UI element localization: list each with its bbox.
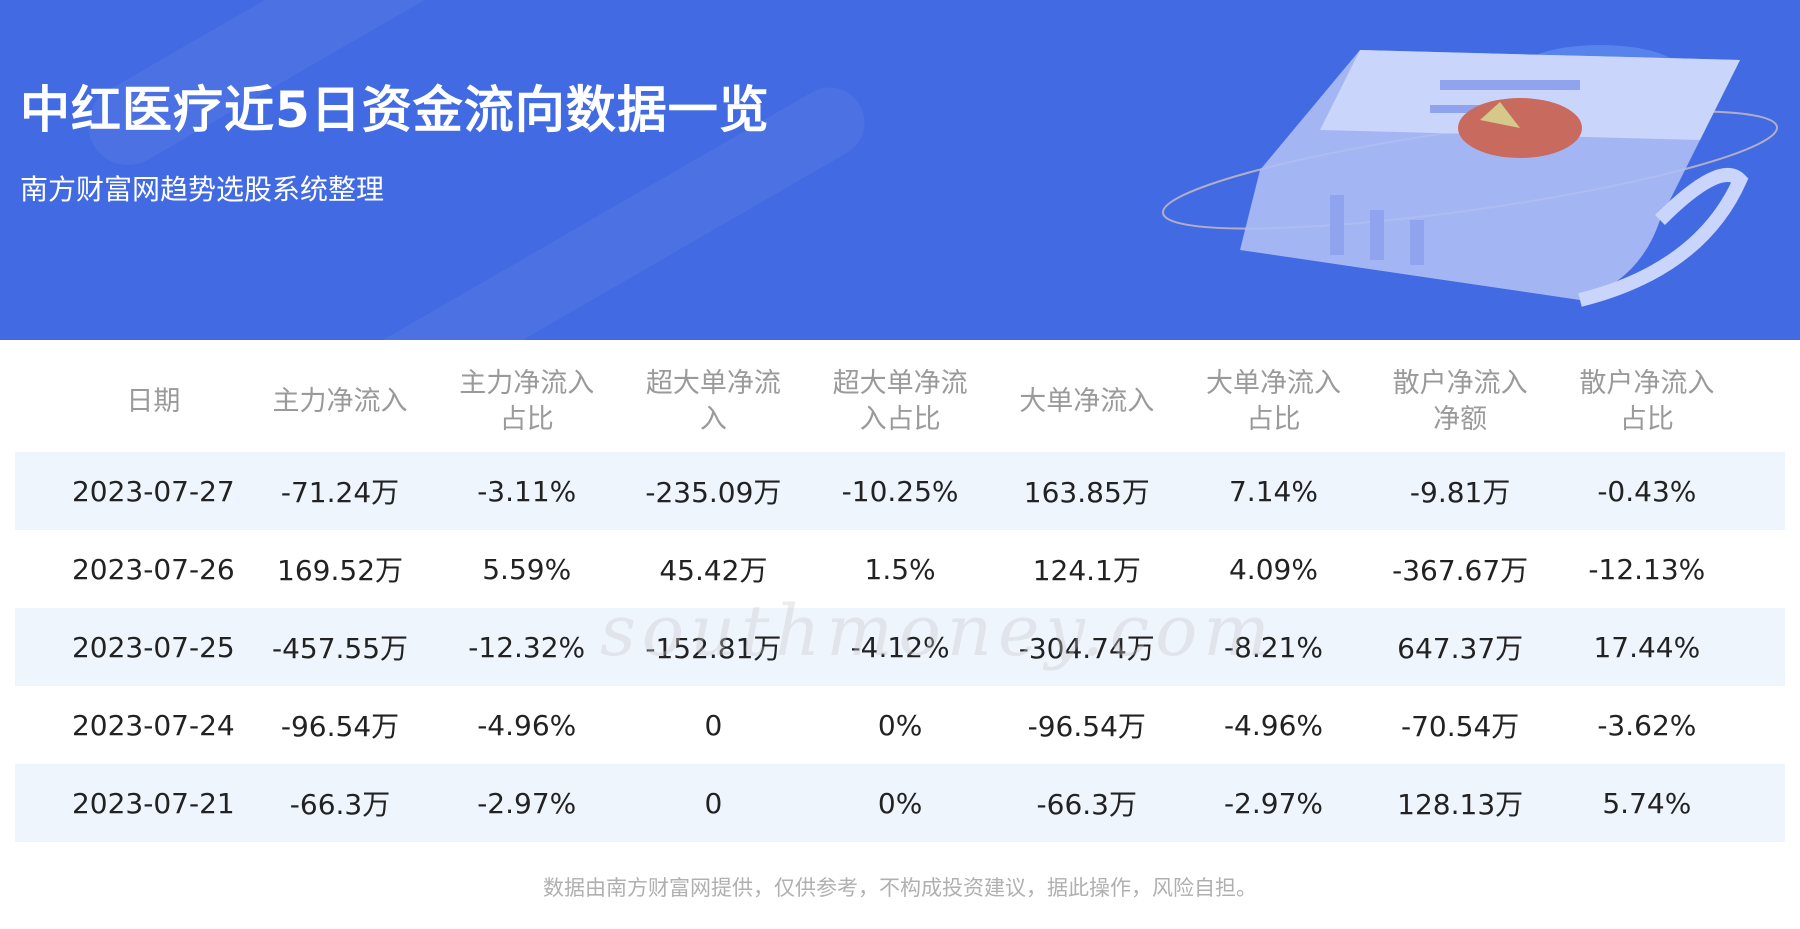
table-cell: 0	[704, 786, 723, 820]
table-cell: 124.1万	[1032, 554, 1141, 587]
table-cell: -3.11%	[477, 474, 577, 508]
table-cell: -2.97%	[477, 786, 577, 820]
column-header: 日期	[126, 386, 181, 417]
table-cell: -235.09万	[645, 476, 782, 509]
table-cell: -96.54万	[1027, 710, 1146, 743]
table-cell: 128.13万	[1397, 788, 1524, 821]
table-cell: 2023-07-25	[71, 630, 235, 664]
table-cell: 1.5%	[864, 552, 936, 586]
table-row: 2023-07-24 -96.54万 -4.96% 0 0% -96.54万 -4.96% -…	[15, 686, 1785, 764]
page-subtitle: 南方财富网趋势选股系统整理	[20, 173, 385, 206]
table-cell: -71.24万	[280, 476, 400, 509]
column-header: 主力净流入占比	[459, 368, 595, 435]
table-cell: -2.97%	[1223, 786, 1323, 820]
table-cell: -4.96%	[1223, 708, 1323, 742]
table-cell: -12.13%	[1588, 552, 1706, 586]
table-cell: -152.81万	[645, 632, 782, 665]
table-cell: 4.09%	[1228, 552, 1318, 586]
table-cell: -10.25%	[841, 474, 959, 508]
table-cell: -0.43%	[1597, 474, 1697, 508]
fund-flow-table: 日期 主力净流入 主力净流入占比 超大单净流入 超大单净流入占比 大单净流入 大…	[15, 352, 1785, 842]
table-cell: -304.74万	[1018, 632, 1155, 665]
header-banner: 中红医疗近5日资金流向数据一览 南方财富网趋势选股系统整理	[0, 0, 1800, 340]
table-cell: -12.32%	[468, 630, 586, 664]
column-header: 散户净流入净额	[1392, 368, 1528, 435]
table-cell: 2023-07-26	[71, 552, 235, 586]
table-cell: 169.52万	[277, 554, 404, 587]
table-cell: 2023-07-27	[71, 474, 235, 508]
table-cell: 7.14%	[1228, 474, 1318, 508]
column-header: 超大单净流入占比	[832, 368, 968, 435]
table-row: 2023-07-27 -71.24万 -3.11% -235.09万 -10.25% 16…	[15, 452, 1785, 530]
table-cell: 5.74%	[1602, 786, 1692, 820]
table-cell: 2023-07-24	[71, 708, 235, 742]
report-illustration-icon	[1161, 45, 1779, 307]
column-header: 大单净流入	[1019, 386, 1155, 417]
column-header: 超大单净流入	[645, 368, 781, 435]
page-title: 中红医疗近5日资金流向数据一览	[20, 81, 770, 139]
table-cell: -367.67万	[1392, 554, 1529, 587]
column-header: 主力净流入	[272, 386, 408, 417]
table-row: 2023-07-21 -66.3万 -2.97% 0 0% -66.3万 -2.97% 128…	[15, 764, 1785, 842]
table-row: 2023-07-25 -457.55万 -12.32% -152.81万 -4.12% -…	[15, 608, 1785, 686]
table-cell: 5.59%	[482, 552, 572, 586]
table-cell: -96.54万	[280, 710, 400, 743]
table-cell: -4.96%	[477, 708, 577, 742]
table-cell: -457.55万	[271, 632, 409, 665]
table-cell: 0%	[877, 786, 923, 820]
table-cell: 17.44%	[1593, 630, 1701, 664]
column-header: 散户净流入占比	[1579, 368, 1715, 435]
table-cell: -66.3万	[1036, 788, 1137, 821]
table-cell: -66.3万	[289, 788, 391, 821]
table-header: 日期 主力净流入 主力净流入占比 超大单净流入 超大单净流入占比 大单净流入 大…	[15, 352, 1785, 452]
table-cell: 647.37万	[1397, 632, 1524, 665]
table-cell: -70.54万	[1401, 710, 1520, 743]
table-cell: -8.21%	[1223, 630, 1323, 664]
table-cell: 163.85万	[1023, 476, 1150, 509]
table-cell: -3.62%	[1597, 708, 1697, 742]
table-cell: 45.42万	[659, 554, 768, 587]
column-header: 大单净流入占比	[1205, 368, 1341, 435]
table-row: 2023-07-26 169.52万 5.59% 45.42万 1.5% 124.1万 4.…	[15, 530, 1785, 608]
table-cell: -9.81万	[1409, 476, 1511, 509]
disclaimer: 数据由南方财富网提供，仅供参考，不构成投资建议，据此操作，风险自担。	[543, 876, 1257, 900]
table-cell: 0	[704, 708, 723, 742]
table-cell: 2023-07-21	[71, 786, 235, 820]
table-cell: -4.12%	[850, 630, 950, 664]
table-cell: 0%	[877, 708, 923, 742]
